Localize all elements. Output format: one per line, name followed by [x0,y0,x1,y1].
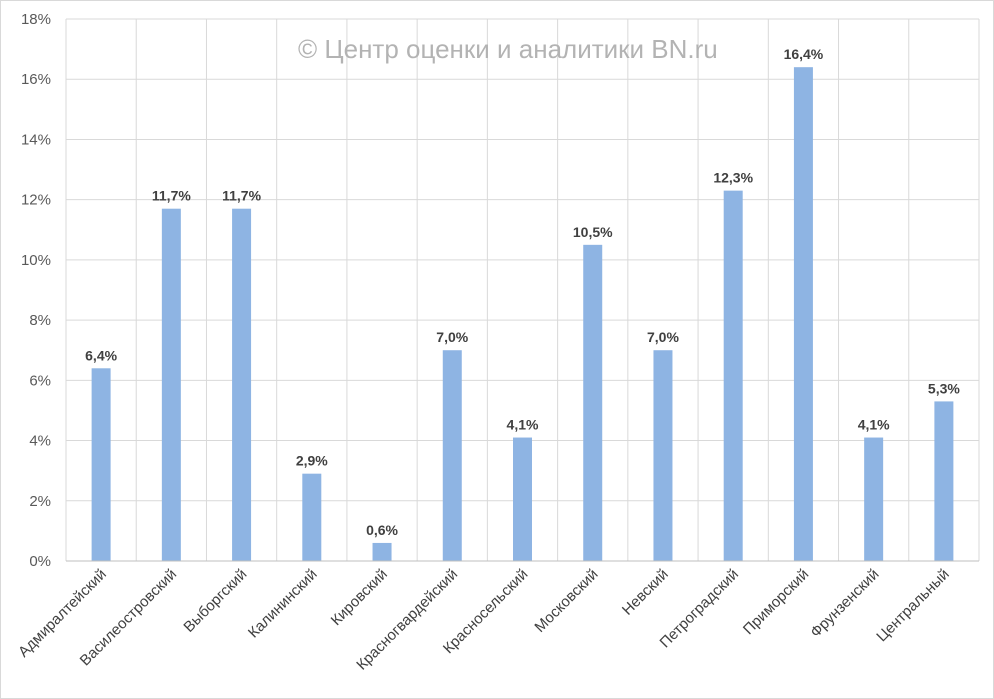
data-label: 11,7% [222,188,261,204]
bar [583,244,603,562]
data-label: 11,7% [152,188,191,204]
y-tick-label: 8% [29,312,51,329]
category-label: Кировский [328,566,391,629]
watermark: © Центр оценки и аналитики BN.ru [298,34,718,64]
data-label: 5,3% [928,380,960,396]
bars [91,67,954,562]
y-tick-label: 0% [29,553,51,570]
data-label: 7,0% [436,329,468,345]
category-label: Калининский [245,566,321,642]
data-label: 4,1% [507,417,539,433]
bar [793,67,813,561]
data-label: 16,4% [784,46,824,62]
bar [372,542,392,561]
bar [723,190,743,561]
bar [513,437,532,561]
bar [91,368,111,561]
data-label: 7,0% [647,329,679,345]
y-tick-label: 2% [29,493,51,510]
y-tick-label: 6% [29,372,51,389]
bar [864,437,884,561]
bar [934,401,954,561]
data-label: 0,6% [366,522,398,538]
y-tick-label: 10% [21,252,51,269]
y-tick-label: 18% [21,11,51,28]
gridlines [65,18,980,562]
data-label: 10,5% [573,224,613,240]
data-label: 4,1% [858,417,890,433]
bar [302,473,322,561]
data-labels: 6,4% 11,7% 11,7% 2,9% 0,6% 7,0% 4,1% 10,5% 7,0% 1… [85,46,960,538]
category-label: Невский [619,566,672,619]
category-label: Московский [531,566,601,636]
data-label: 2,9% [296,453,328,469]
category-label: Выборгский [180,566,250,636]
data-label: 6,4% [85,347,117,363]
category-label: Приморский [740,566,812,638]
y-tick-label: 12% [21,192,51,209]
bar [232,208,252,561]
category-label: Центральный [873,566,952,645]
y-axis: 0% 2% 4% 6% 8% 10% 12% 14% 16% 18% [21,11,51,570]
y-tick-label: 16% [21,71,51,88]
category-label: Фрунзенский [807,566,882,641]
y-tick-label: 14% [21,131,51,148]
data-label: 12,3% [713,170,753,186]
bar [653,350,673,561]
bar [161,208,181,561]
bar [442,350,462,561]
y-tick-label: 4% [29,433,51,450]
